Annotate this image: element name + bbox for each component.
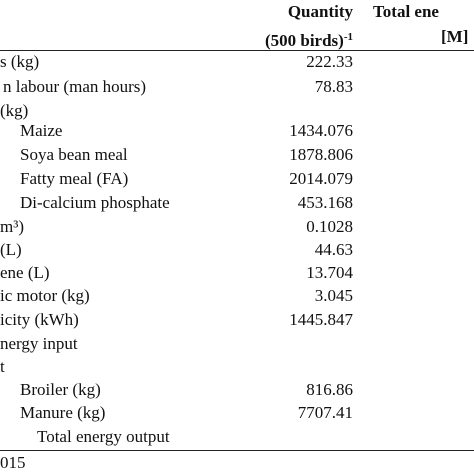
row-label: t [0, 357, 5, 376]
row-label: Maize [20, 121, 63, 140]
row-label: Manure (kg) [20, 403, 106, 422]
row-label: ene (L) [0, 263, 50, 282]
row-label: s (kg) [0, 52, 40, 71]
header-quantity-unit: (500 birds)-1 [265, 27, 353, 51]
unit-sup: -1 [343, 31, 353, 43]
row-quantity: 816.86 [306, 380, 353, 399]
footer-source: 015 [0, 453, 26, 472]
row-quantity: 1445.847 [289, 310, 353, 329]
header-quantity: Quantity [287, 2, 353, 21]
row-quantity: 0.1028 [306, 217, 353, 236]
row-quantity: 3.045 [314, 286, 353, 305]
row-quantity: 1434.076 [289, 121, 353, 140]
bottom-rule [0, 450, 474, 451]
row-label: nergy input [0, 334, 78, 353]
row-label: Di-calcium phosphate [20, 193, 170, 212]
row-quantity: 453.168 [297, 193, 353, 212]
header-energy: Total ene [373, 2, 439, 21]
row-label: m³) [0, 217, 24, 236]
unit-text: (500 birds) [264, 31, 344, 50]
row-quantity: 1878.806 [289, 145, 353, 164]
row-quantity: 7707.41 [297, 403, 353, 422]
row-label: (L) [0, 240, 22, 259]
row-label: Soya bean meal [20, 145, 128, 164]
row-quantity: 78.83 [314, 77, 353, 96]
row-quantity: 222.33 [306, 52, 353, 71]
row-label: ic motor (kg) [0, 286, 90, 305]
row-label: (kg) [0, 101, 29, 120]
row-label: Broiler (kg) [20, 380, 101, 399]
header-rule [0, 50, 474, 51]
row-label: n labour (man hours) [3, 77, 147, 96]
row-quantity: 13.704 [306, 263, 353, 282]
header-energy-unit: [M] [441, 27, 469, 46]
row-quantity: 44.63 [314, 240, 353, 259]
row-label: Total energy output [37, 427, 170, 446]
row-label: icity (kWh) [0, 310, 79, 329]
row-label: Fatty meal (FA) [20, 169, 129, 188]
row-quantity: 2014.079 [289, 169, 353, 188]
